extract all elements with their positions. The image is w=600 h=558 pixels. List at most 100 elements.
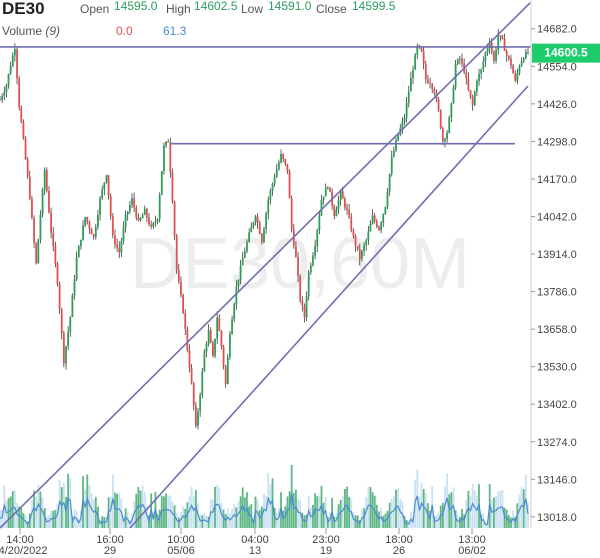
volume-bar bbox=[284, 506, 287, 528]
candle-body bbox=[422, 51, 425, 65]
volume-bar bbox=[109, 496, 112, 528]
candle-body bbox=[207, 330, 210, 344]
volume-bar bbox=[56, 503, 59, 528]
candle-body bbox=[429, 82, 431, 85]
candle-body bbox=[139, 218, 142, 221]
price-tick-label: 13530.0 bbox=[537, 362, 577, 374]
candle-body bbox=[386, 191, 389, 208]
candle-body bbox=[384, 207, 387, 215]
candle-body bbox=[444, 139, 446, 142]
volume-bar bbox=[471, 483, 474, 528]
candle-body bbox=[439, 110, 442, 129]
volume-bar bbox=[469, 496, 472, 528]
candle-body bbox=[82, 225, 84, 240]
volume-bar bbox=[424, 493, 427, 528]
candle-body bbox=[478, 73, 480, 82]
candle-body bbox=[263, 228, 265, 243]
candle-body bbox=[186, 328, 189, 351]
channel-upper-line[interactable] bbox=[0, 2, 531, 529]
time-tick-time: 23:00 bbox=[312, 534, 340, 546]
candle-body bbox=[267, 199, 270, 214]
candle-body bbox=[80, 239, 82, 247]
candle-body bbox=[295, 246, 297, 258]
time-tick-time: 04:00 bbox=[241, 534, 269, 546]
volume-bar bbox=[220, 502, 223, 528]
volume-bar bbox=[378, 511, 380, 528]
candle-body bbox=[305, 296, 308, 318]
candle-body bbox=[52, 232, 55, 246]
volume-bar bbox=[260, 506, 263, 528]
volume-bar bbox=[11, 491, 14, 528]
candle-body bbox=[241, 257, 244, 266]
candle-body bbox=[86, 217, 89, 223]
candle-body bbox=[433, 89, 436, 93]
candle-body bbox=[88, 222, 91, 229]
candle-body bbox=[109, 195, 112, 217]
volume-bar bbox=[490, 499, 493, 528]
volume-bar bbox=[318, 495, 321, 528]
volume-bar bbox=[354, 515, 357, 528]
candle-body bbox=[424, 64, 427, 80]
close-label: Close bbox=[316, 2, 347, 16]
candle-body bbox=[192, 382, 195, 406]
candle-body bbox=[407, 91, 410, 103]
candle-body bbox=[163, 145, 165, 172]
time-tick-date: 05/06 bbox=[167, 545, 195, 557]
candle-body bbox=[103, 182, 106, 190]
volume-bar bbox=[441, 502, 444, 528]
candle-body bbox=[495, 50, 497, 61]
candle-body bbox=[505, 50, 508, 56]
volume-bar bbox=[35, 496, 38, 528]
candle-body bbox=[282, 153, 285, 160]
candle-body bbox=[324, 187, 327, 197]
candle-body bbox=[71, 295, 74, 317]
volume-bar bbox=[62, 482, 65, 528]
candle-body bbox=[514, 73, 517, 81]
candle-body bbox=[97, 214, 99, 227]
candle-body bbox=[73, 279, 76, 296]
volume-bar bbox=[137, 487, 140, 528]
volume-bar bbox=[392, 496, 395, 528]
candle-body bbox=[516, 73, 519, 81]
volume-bar bbox=[18, 506, 21, 528]
candle-body bbox=[450, 103, 453, 117]
high-label: High bbox=[166, 2, 191, 16]
candle-body bbox=[165, 141, 167, 146]
candle-body bbox=[286, 163, 289, 172]
volume-bar bbox=[22, 513, 25, 528]
candle-body bbox=[148, 217, 150, 225]
candle-body bbox=[484, 52, 487, 62]
volume-bar bbox=[243, 497, 246, 528]
candle-body bbox=[256, 216, 259, 223]
volume-bar bbox=[9, 496, 12, 528]
volume-bar bbox=[473, 490, 476, 528]
candle-body bbox=[152, 223, 155, 227]
volume-bar bbox=[503, 507, 506, 528]
volume-bar bbox=[118, 493, 121, 528]
candle-body bbox=[390, 156, 393, 174]
channel-lower-line[interactable] bbox=[129, 85, 529, 529]
candle-body bbox=[405, 102, 408, 119]
candle-body bbox=[520, 61, 523, 66]
price-tick-label: 13914.0 bbox=[537, 249, 577, 261]
candle-body bbox=[131, 198, 133, 206]
symbol-title: DE30 bbox=[2, 0, 45, 18]
candle-body bbox=[54, 245, 57, 264]
time-tick-time: 10:00 bbox=[167, 534, 195, 546]
candle-body bbox=[99, 198, 101, 215]
low-value: 14591.0 bbox=[268, 0, 312, 13]
candle-body bbox=[141, 214, 144, 219]
time-tick-time: 14:00 bbox=[6, 534, 34, 546]
candle-body bbox=[339, 191, 342, 201]
candle-body bbox=[486, 48, 489, 53]
volume-bar bbox=[527, 502, 529, 528]
close-value: 14599.5 bbox=[352, 0, 396, 13]
candle-body bbox=[278, 162, 280, 170]
candle-body bbox=[1, 96, 4, 100]
candle-body bbox=[524, 51, 527, 59]
volume-bar bbox=[1, 509, 4, 528]
candle-body bbox=[48, 190, 50, 213]
candle-body bbox=[467, 78, 470, 90]
